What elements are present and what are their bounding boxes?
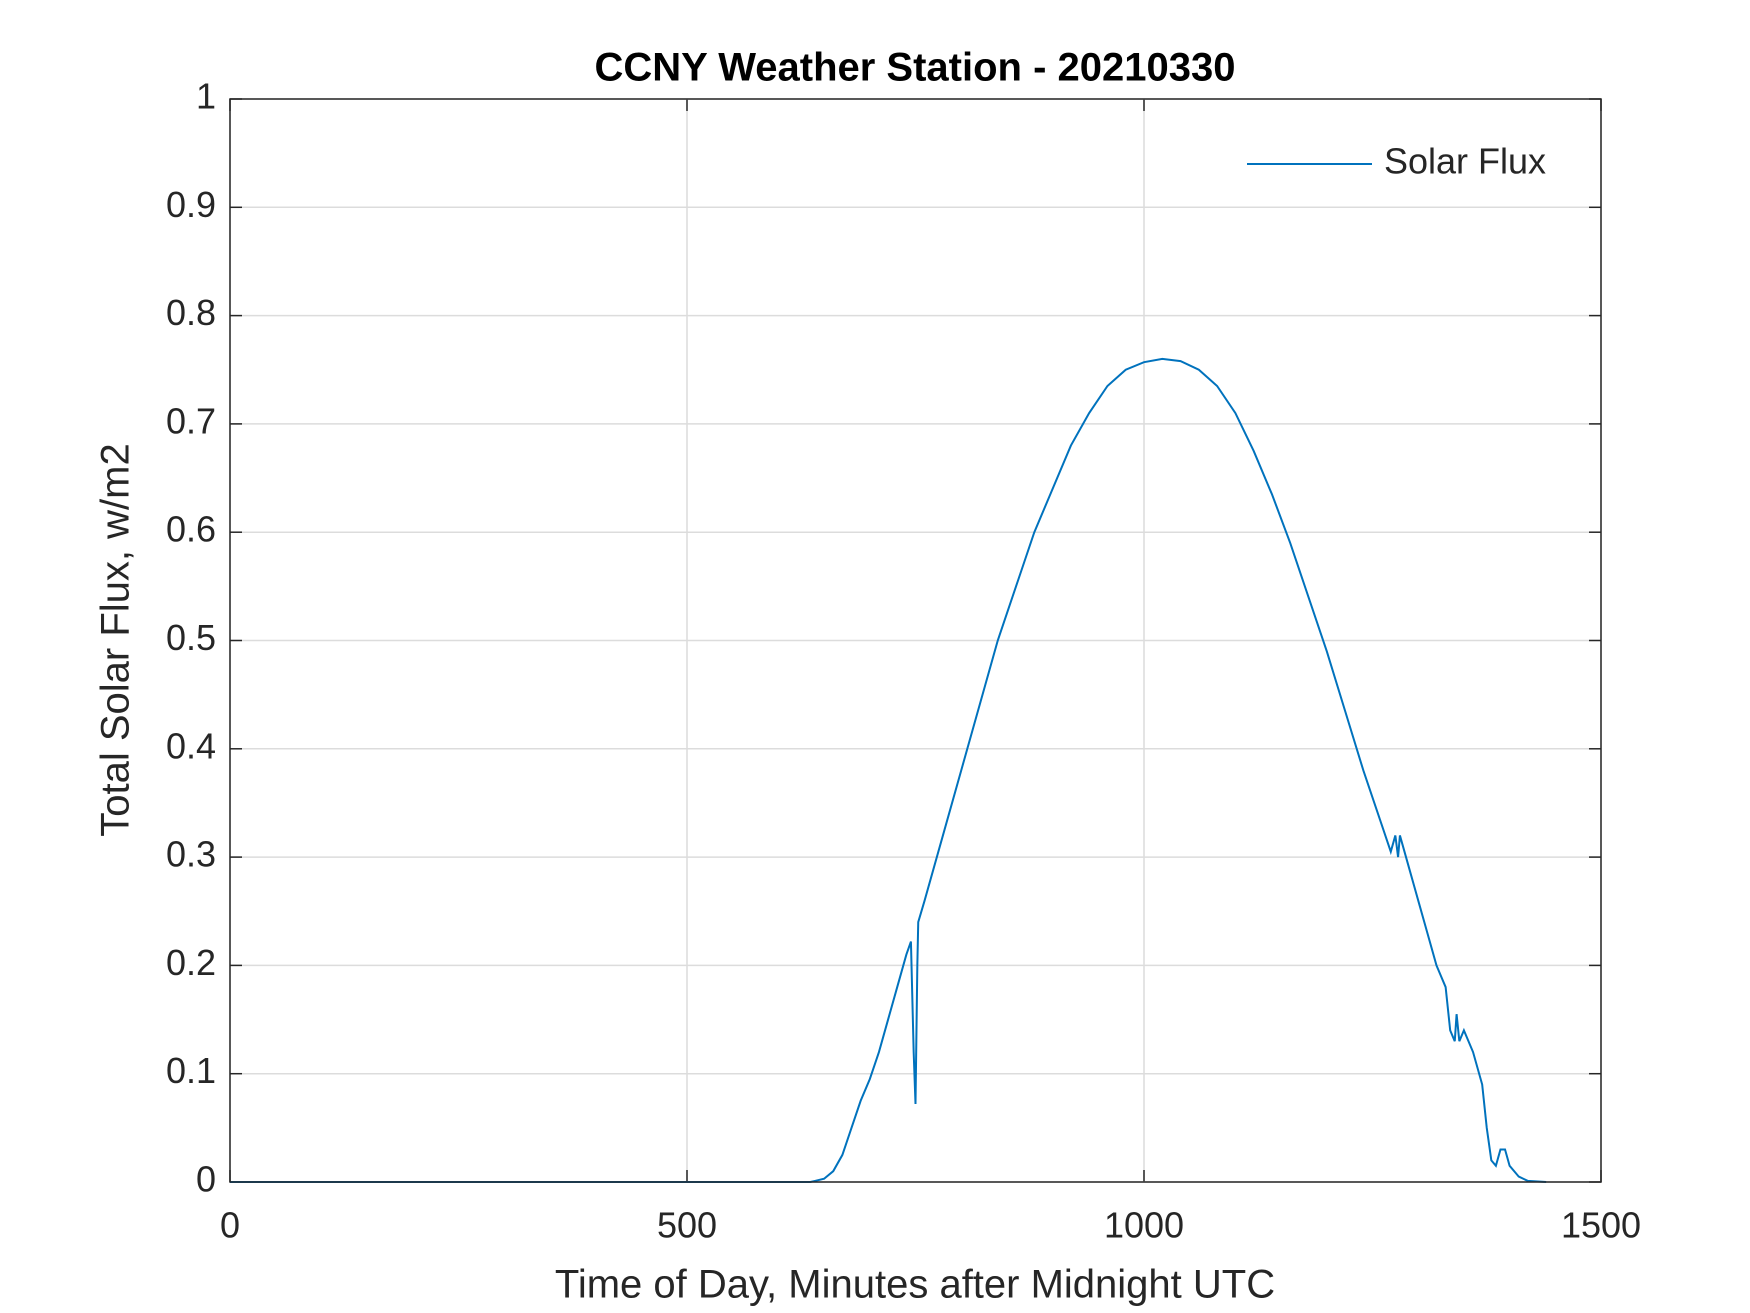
y-axis-label: Total Solar Flux, w/m2 <box>94 443 138 836</box>
y-tick-label: 0 <box>196 1159 216 1200</box>
y-tick-label: 0.2 <box>166 942 216 983</box>
x-tick-label: 500 <box>657 1205 717 1246</box>
x-tick-label: 0 <box>220 1205 240 1246</box>
plot-area <box>230 357 1547 1183</box>
y-tick-label: 0.5 <box>166 617 216 658</box>
y-tick-label: 0.1 <box>166 1050 216 1091</box>
y-tick-label: 0.6 <box>166 509 216 550</box>
x-tick-label: 1500 <box>1561 1205 1641 1246</box>
legend-label: Solar Flux <box>1384 141 1546 182</box>
axes-box <box>229 98 1602 1183</box>
y-tick-label: 1 <box>196 76 216 117</box>
x-axis-label: Time of Day, Minutes after Midnight UTC <box>555 1263 1275 1307</box>
y-tick-label: 0.9 <box>166 184 216 225</box>
y-tick-label: 0.8 <box>166 292 216 333</box>
y-tick-label: 0.4 <box>166 725 216 766</box>
data-line <box>230 357 1547 1183</box>
legend: Solar Flux <box>1247 141 1546 182</box>
x-tick-label: 1000 <box>1104 1205 1184 1246</box>
chart-title: CCNY Weather Station - 20210330 <box>595 46 1236 90</box>
y-tick-label: 0.3 <box>166 834 216 875</box>
y-tick-label: 0.7 <box>166 400 216 441</box>
